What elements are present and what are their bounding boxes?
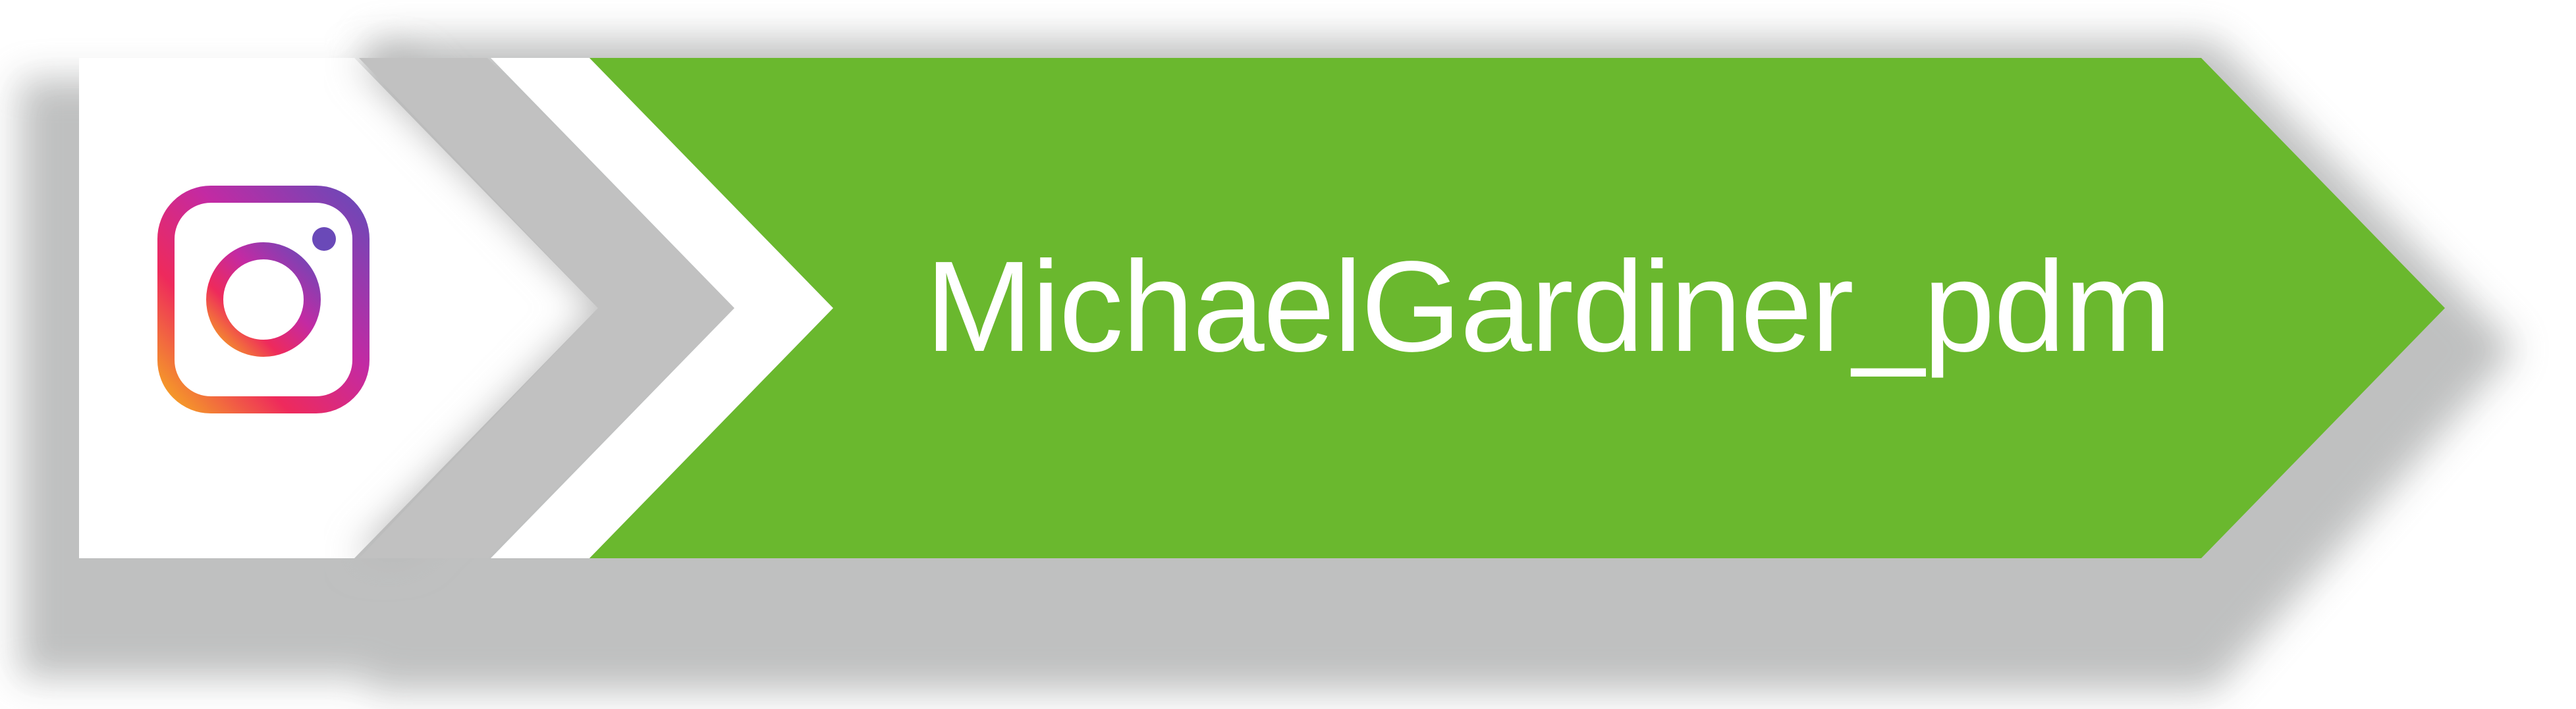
chevron-grey [359,58,734,558]
instagram-icon [157,186,370,413]
username-handle: MichaelGardiner_pdm [925,234,2172,379]
icon-tile [79,58,598,558]
green-arrow [589,58,2445,558]
chevron-white [491,58,833,558]
